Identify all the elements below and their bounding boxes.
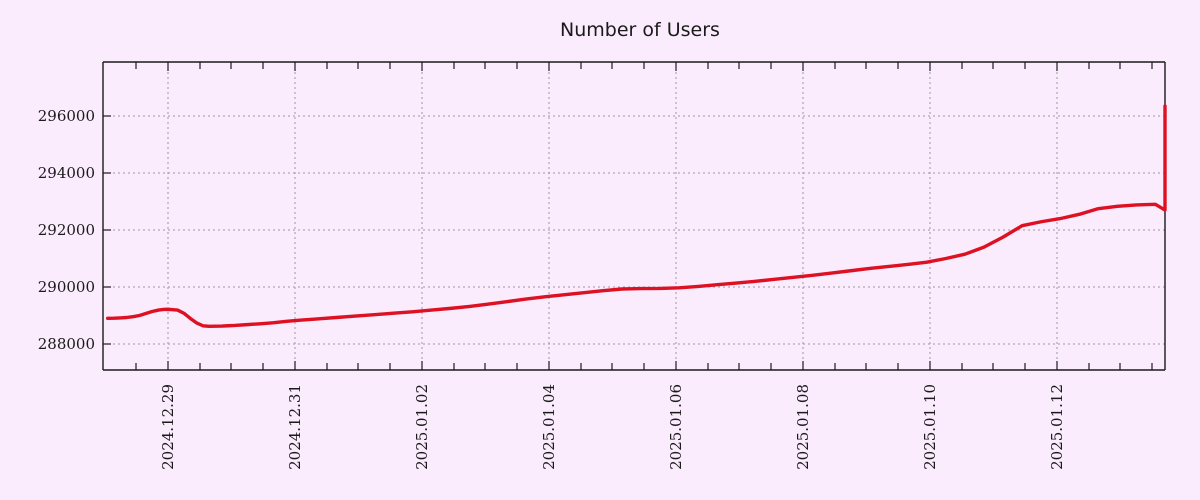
- plot-area-background: [103, 62, 1165, 370]
- y-axis-ticks: [103, 115, 111, 345]
- ytick-label-290000: 290000: [38, 278, 95, 296]
- ytick-label-288000: 288000: [38, 335, 95, 353]
- x-axis-ticks: [135, 361, 1153, 370]
- xtick-label-6: 2025.01.10: [921, 384, 939, 470]
- y-axis-labels: 288000 290000 292000 294000 296000: [38, 107, 95, 353]
- xtick-label-1: 2024.12.31: [286, 384, 304, 470]
- xtick-label-3: 2025.01.04: [540, 384, 558, 470]
- ytick-label-296000: 296000: [38, 107, 95, 125]
- xtick-label-7: 2025.01.12: [1048, 384, 1066, 470]
- xtick-label-5: 2025.01.08: [794, 384, 812, 470]
- xtick-label-0: 2024.12.29: [159, 384, 177, 470]
- chart-title: Number of Users: [560, 19, 720, 41]
- series-line-number-of-users: [105, 104, 1167, 329]
- ytick-label-292000: 292000: [38, 221, 95, 239]
- xtick-label-4: 2025.01.06: [667, 384, 685, 470]
- x-axis-labels: 2024.12.29 2024.12.31 2025.01.02 2025.01…: [159, 384, 1066, 470]
- horizontal-gridlines: [103, 115, 1165, 345]
- ytick-label-294000: 294000: [38, 164, 95, 182]
- vertical-gridlines: [167, 62, 1058, 370]
- xtick-label-2: 2025.01.02: [413, 384, 431, 470]
- x-axis-ticks-top: [135, 62, 1153, 71]
